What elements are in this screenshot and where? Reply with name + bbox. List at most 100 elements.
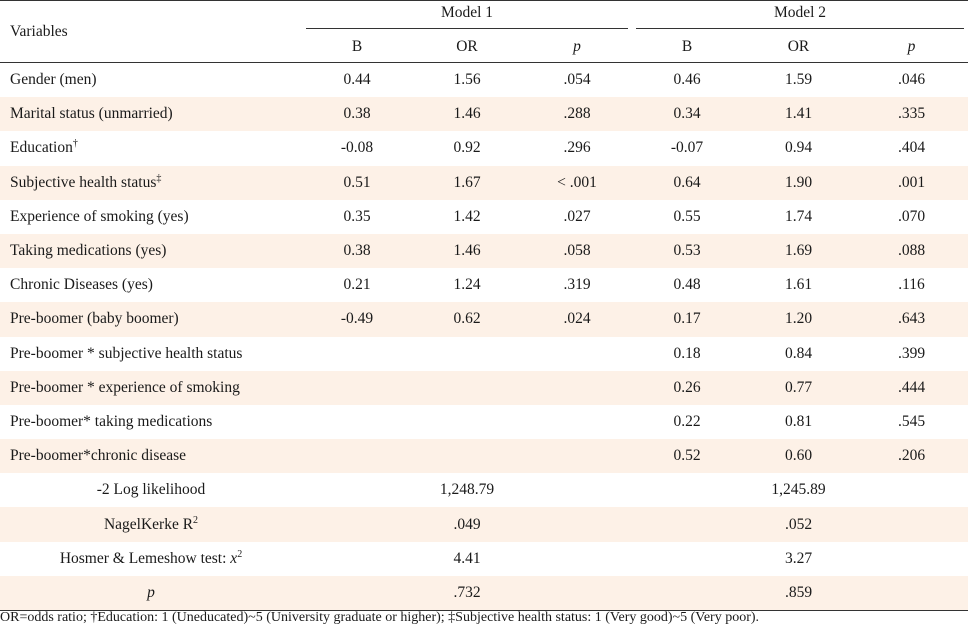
m1-or-cell <box>412 337 522 371</box>
m2-or-cell: 0.60 <box>742 439 855 474</box>
m2-fit-value: 1,245.89 <box>771 481 826 499</box>
variable-name: Gender (men) <box>10 71 97 89</box>
m2-p-cell: .046 <box>897 71 926 89</box>
m1-b-cell <box>302 337 412 371</box>
spacer-cell <box>302 542 412 576</box>
m2-p-cell: .643 <box>855 302 968 337</box>
table-footnote: OR=odds ratio; †Education: 1 (Uneducated… <box>0 610 760 625</box>
m1-p-cell: .288 <box>522 97 632 132</box>
header-row-models: Variables Model 1 Model 2 <box>0 0 968 63</box>
m2-p-cell: .399 <box>897 344 926 362</box>
fit-row: -2 Log likelihood 1,248.79 1,245.89 <box>0 473 968 507</box>
m1-b-cell: -0.08 <box>340 139 374 157</box>
m2-p-cell: .070 <box>897 207 926 225</box>
fit-row: NagelKerke R2 .049 .052 <box>0 507 968 542</box>
m2-or-cell: 1.20 <box>742 302 855 337</box>
fit-label: Hosmer & Lemeshow test: x2 <box>59 548 243 567</box>
m2-or-cell: 1.41 <box>742 97 855 132</box>
spacer-cell <box>632 542 742 576</box>
fit-row: Hosmer & Lemeshow test: x2 4.41 3.27 <box>0 542 968 576</box>
m1-or-cell: 0.62 <box>412 302 522 337</box>
m1-b-cell: 0.35 <box>343 207 371 225</box>
variable-name: Taking medications (yes) <box>0 233 302 269</box>
table-row: Pre-boomer * experience of smoking 0.26 0.… <box>0 370 968 405</box>
m2-b-cell: 0.52 <box>632 439 742 474</box>
m2-b-cell: -0.07 <box>670 139 704 157</box>
table-row: Gender (men) 0.44 1.56 .054 0.46 1.59 .046 <box>0 63 968 98</box>
m2-b-cell: 0.55 <box>673 207 701 225</box>
m2-b-cell: 0.64 <box>632 165 742 200</box>
spacer-cell <box>522 575 632 611</box>
m1-p-cell: .296 <box>563 139 591 157</box>
header-m2-p: p <box>855 32 968 63</box>
m1-or-cell: 1.67 <box>412 165 522 200</box>
header-model-2: Model 2 <box>632 0 968 32</box>
table-row: Education† -0.08 0.92 .296 -0.07 0.94 .404 <box>0 131 968 165</box>
m1-p-cell <box>522 370 632 405</box>
m2-p-cell: .206 <box>855 439 968 474</box>
spacer-cell <box>855 473 968 507</box>
m1-b-cell: -0.49 <box>302 302 412 337</box>
header-m1-p: p <box>522 32 632 63</box>
m2-p-cell: .335 <box>855 97 968 132</box>
variable-name: Pre-boomer * subjective health status <box>10 344 243 362</box>
spacer-cell <box>302 575 412 611</box>
variable-name: Chronic Diseases (yes) <box>10 276 153 294</box>
m2-p-cell: .088 <box>855 233 968 269</box>
fit-label: NagelKerke R2 <box>0 507 302 542</box>
spacer-cell <box>522 542 632 576</box>
table-row: Experience of smoking (yes) 0.35 1.42 .027 0… <box>0 200 968 234</box>
variable-name: Experience of smoking (yes) <box>10 207 189 225</box>
m2-b-cell: 0.26 <box>632 370 742 405</box>
variable-name: Pre-boomer*chronic disease <box>0 439 302 474</box>
m2-or-cell: 0.84 <box>784 344 813 362</box>
m1-b-cell: 0.38 <box>302 97 412 132</box>
m1-or-cell: 1.42 <box>453 207 481 225</box>
table-row: Subjective health status‡ 0.51 1.67 < .001 0… <box>0 165 968 200</box>
fit-label: -2 Log likelihood <box>96 481 206 499</box>
table-row: Pre-boomer* taking medications 0.22 0.81 .5… <box>0 405 968 439</box>
header-m2-b: B <box>632 32 742 63</box>
spacer-cell <box>632 473 742 507</box>
m2-p-cell: .545 <box>897 412 926 430</box>
m1-or-cell <box>412 439 522 474</box>
table-row: Marital status (unmarried) 0.38 1.46.288 0.… <box>0 97 968 132</box>
m1-or-cell <box>412 405 522 439</box>
m1-fit-value: 1,248.79 <box>439 481 495 499</box>
header-m1-b: B <box>302 32 412 63</box>
header-row-stats: B OR p B OR p <box>0 32 968 63</box>
spacer-cell <box>632 507 742 542</box>
variable-name: Pre-boomer * experience of smoking <box>0 370 302 405</box>
m2-or-cell: 1.74 <box>784 207 813 225</box>
fit-label: p <box>0 575 302 611</box>
m1-p-cell <box>522 439 632 474</box>
m2-b-cell: 0.53 <box>632 233 742 269</box>
m2-p-cell: .404 <box>897 139 926 157</box>
m1-p-cell <box>522 405 632 439</box>
table-row: Pre-boomer (baby boomer) -0.49 0.62.024 0.1… <box>0 302 968 337</box>
m2-p-cell: .444 <box>855 370 968 405</box>
table-row: Pre-boomer * subjective health status 0.1… <box>0 337 968 371</box>
m1-p-cell: .024 <box>522 302 632 337</box>
m1-or-cell: 1.56 <box>453 71 481 89</box>
table-row: Chronic Diseases (yes) 0.21 1.24 .319 0.48 1.… <box>0 268 968 302</box>
spacer-cell <box>855 507 968 542</box>
m1-or-cell: 1.24 <box>453 276 481 294</box>
m1-or-cell: 1.46 <box>412 97 522 132</box>
m2-p-cell: .116 <box>898 276 925 294</box>
m1-or-cell: 1.46 <box>412 233 522 269</box>
m1-fit-value: .049 <box>412 507 522 542</box>
m1-b-cell: 0.44 <box>343 71 371 89</box>
variable-name: Education† <box>10 138 78 157</box>
m1-or-cell <box>412 370 522 405</box>
m1-p-cell: .027 <box>563 207 591 225</box>
model-fit-section: -2 Log likelihood 1,248.79 1,245.89 NagelKe… <box>0 473 968 611</box>
variable-name: Pre-boomer* taking medications <box>10 412 213 430</box>
m1-b-cell <box>302 439 412 474</box>
spacer-cell <box>855 575 968 611</box>
m1-p-cell: .319 <box>563 276 591 294</box>
m2-b-cell: 0.48 <box>673 276 701 294</box>
header-model-1: Model 1 <box>302 0 632 32</box>
m2-or-cell: 0.94 <box>784 139 813 157</box>
m2-p-cell: .001 <box>855 165 968 200</box>
